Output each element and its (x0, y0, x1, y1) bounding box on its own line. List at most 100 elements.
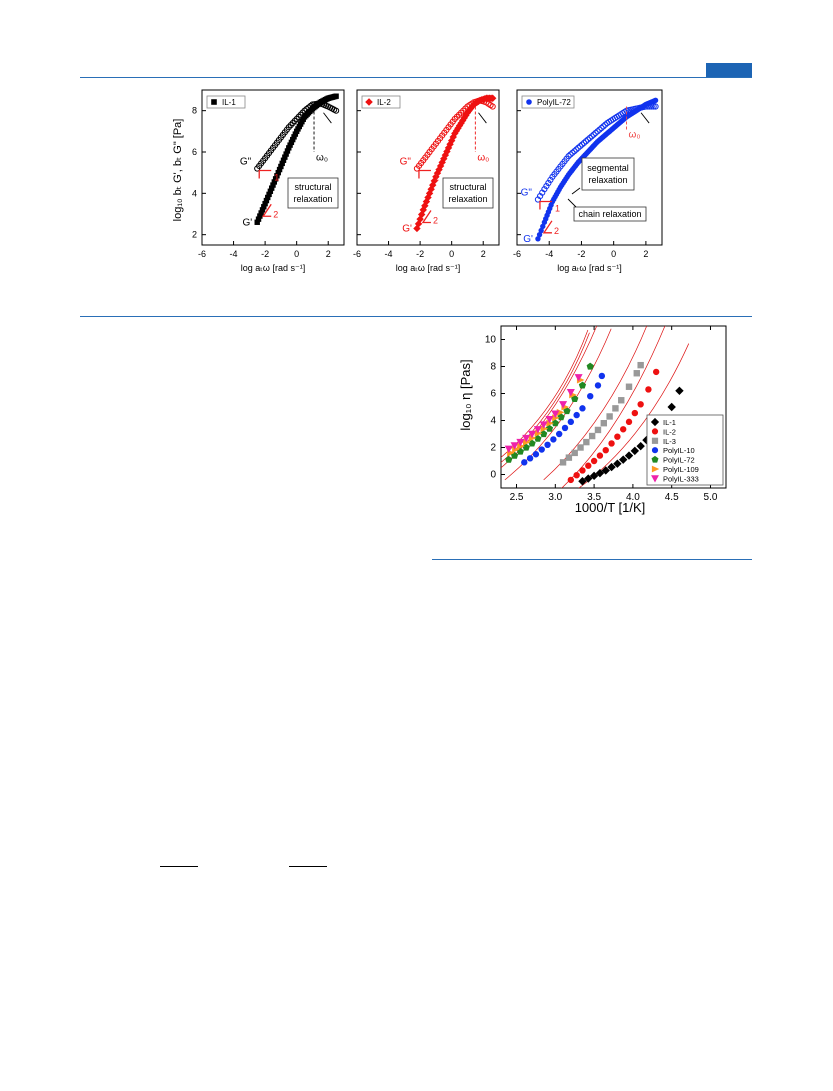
fraction-bar-2 (289, 866, 327, 867)
legend-label: IL-1 (222, 98, 236, 107)
x-tick-label: 4.5 (665, 492, 679, 503)
crossover-arrow (478, 112, 487, 124)
legend-label: PolyIL-72 (663, 456, 695, 465)
data-point (675, 386, 684, 396)
gpp-point (543, 183, 550, 190)
crossover-arrow (323, 112, 332, 124)
x-axis-label: log aₜω [rad s⁻¹] (241, 263, 305, 273)
y-tick-label: 10 (485, 335, 497, 346)
slope-1-label: 1 (274, 173, 279, 183)
annotation-line-2: relaxation (588, 175, 627, 185)
data-point (551, 410, 560, 418)
viscosity-xlabel: 1000/T [1/K] (575, 500, 646, 515)
data-point (608, 440, 615, 447)
y-tick-label: 2 (192, 230, 197, 240)
x-tick-label: 0 (294, 249, 299, 259)
data-point (539, 421, 548, 429)
y-tick-label: 4 (192, 188, 197, 198)
x-tick-label: -6 (513, 249, 521, 259)
gpp-point (541, 186, 548, 193)
slope-1-marker (258, 169, 272, 179)
data-point (667, 402, 676, 412)
fit-curve (501, 326, 598, 469)
g-prime-label: G' (243, 217, 253, 228)
gpp-point (596, 126, 603, 133)
gpp-point (571, 148, 578, 155)
data-point (613, 459, 622, 468)
viscosity-ylabel: log₁₀ η [Pas] (458, 359, 473, 430)
data-point (577, 444, 584, 451)
data-point (596, 452, 604, 459)
annotation-box (581, 157, 635, 191)
slope-2-marker (421, 210, 432, 224)
data-point (522, 434, 531, 443)
annotation-line-1: structural (449, 182, 486, 192)
x-tick-label: -2 (577, 249, 585, 259)
data-point (516, 438, 525, 447)
viscosity-figure: log₁₀ η [Pas] 1000/T [1/K] 2.5 3.0 3.5 4.0 4… (458, 325, 727, 515)
data-point (618, 455, 628, 464)
slope-1-label: 1 (434, 173, 439, 183)
x-tick-label: 3.5 (587, 492, 601, 503)
x-tick-label: 0 (449, 249, 454, 259)
gpp-point (582, 138, 590, 145)
rheology-panel-2: -6 -4 -2 0 2 log aₜω [rad s⁻¹] IL-2 G" G' 1 2 ω₀ str… (353, 89, 500, 273)
omega0-label: ω₀ (477, 152, 489, 163)
x-tick-label: -4 (385, 249, 393, 259)
fit-curve (501, 329, 589, 458)
gpp-point (584, 136, 591, 143)
data-point (598, 372, 606, 380)
data-point (614, 433, 621, 440)
y-tick-label: 0 (490, 470, 496, 481)
data-point (565, 454, 573, 461)
data-point (566, 388, 575, 397)
viscosity-plot: 2.5 3.0 3.5 4.0 4.5 5.00246810IL-1IL-2IL-3Pol… (485, 325, 727, 503)
x-axis-label: log aₜω [rad s⁻¹] (396, 263, 460, 273)
annotation-line-2: relaxation (448, 194, 487, 204)
legend-box (646, 414, 724, 486)
data-point (534, 434, 542, 442)
slope-2-marker (542, 220, 553, 234)
data-point (579, 467, 586, 474)
x-tick-label: 2 (643, 249, 648, 259)
legend-label: IL-2 (663, 427, 676, 436)
gpp-point (545, 179, 552, 187)
legend-box (361, 95, 401, 109)
data-point (606, 413, 613, 420)
legend-marker (365, 98, 373, 106)
legend-marker (526, 99, 532, 105)
legend-marker (650, 417, 660, 427)
gpp-point (580, 139, 588, 147)
x-tick-label: 3.0 (548, 492, 562, 503)
slope-1-marker (539, 200, 552, 210)
annotation-box (287, 177, 339, 209)
data-point (600, 420, 608, 427)
legend-marker (211, 99, 217, 105)
gpp-point (592, 129, 599, 137)
data-point (595, 468, 605, 478)
gpp-point (333, 107, 340, 114)
data-point (538, 446, 545, 453)
data-point (521, 459, 528, 466)
data-point (636, 441, 645, 451)
fit-curve (504, 328, 612, 481)
gpp-point (573, 146, 580, 153)
data-point (555, 430, 563, 438)
gpp-point (575, 144, 582, 151)
data-point (532, 451, 540, 458)
data-point (526, 455, 534, 462)
data-point (586, 362, 594, 370)
data-point (504, 445, 513, 454)
annotation-line-1: segmental (587, 163, 629, 173)
annotation-box-2-text: chain relaxation (578, 209, 641, 219)
legend-label: PolyIL-72 (537, 98, 571, 107)
data-point (583, 438, 590, 446)
data-point (612, 405, 619, 412)
fit-curve (543, 326, 648, 481)
gpp-point (594, 128, 601, 135)
gpp-point (569, 149, 576, 156)
x-tick-label: -2 (261, 249, 269, 259)
y-tick-label: 8 (490, 362, 496, 373)
section-rule (80, 316, 752, 317)
data-point (633, 370, 640, 377)
